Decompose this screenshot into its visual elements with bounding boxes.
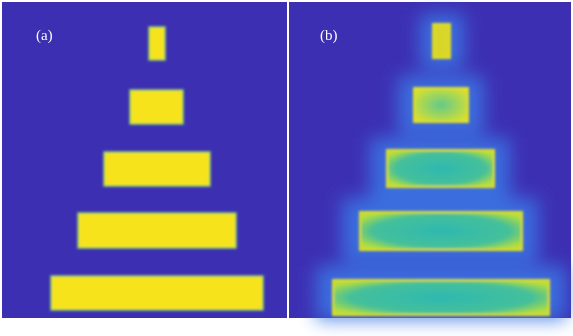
bar: [130, 90, 183, 124]
panel-b: (b): [289, 2, 571, 320]
bar: [387, 150, 494, 187]
bar: [51, 276, 263, 310]
bar: [78, 213, 236, 248]
bar: [414, 88, 468, 122]
panel-label: (a): [36, 28, 53, 44]
bar: [433, 24, 450, 58]
bar: [149, 27, 165, 60]
page: (a) (b) (() => { const data = JSON.parse…: [0, 0, 573, 336]
bar: [104, 152, 210, 186]
panel-a: (a): [2, 2, 287, 318]
bar: [360, 212, 522, 250]
panel-label: (b): [320, 28, 338, 44]
bar: [333, 280, 549, 315]
figure: (a) (b): [0, 0, 573, 336]
